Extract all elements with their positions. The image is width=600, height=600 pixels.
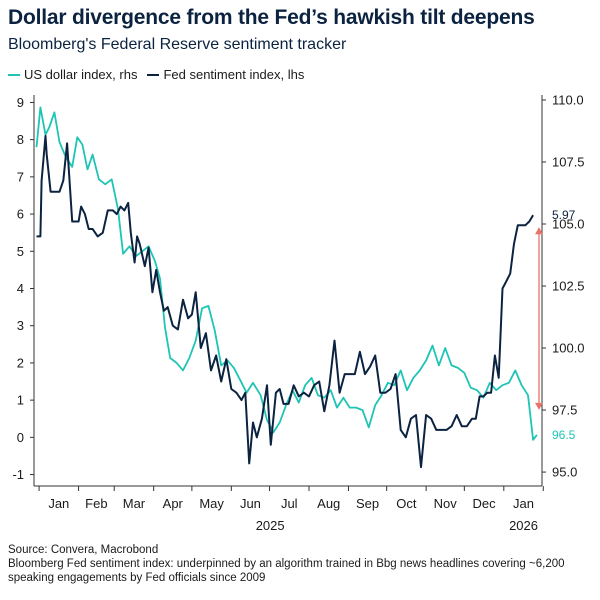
methodology-note: Bloomberg Fed sentiment index: underpinn… [8,558,565,584]
left-tick-label: 2 [17,355,24,370]
x-tick-label: Jan [48,496,69,511]
legend-item-fed: Fed sentiment index, lhs [147,67,304,82]
x-tick-label: Jan [513,496,534,511]
divergence-arrow-head-down [535,402,543,410]
divergence-arrow-head-up [535,227,543,235]
year-label: 2026 [509,518,538,533]
legend-label-dollar: US dollar index, rhs [24,67,138,82]
fed-end-label: 5.97 [552,208,576,222]
left-tick-label: -1 [12,467,24,482]
x-tick-label: Nov [434,496,458,511]
right-tick-label: 97.5 [552,403,577,418]
left-tick-label: 5 [17,244,24,259]
x-tick-label: Dec [473,496,497,511]
legend-swatch-dollar [8,73,20,76]
legend-item-dollar: US dollar index, rhs [8,67,137,82]
x-tick-label: Apr [163,496,184,511]
fed-sentiment-line [36,134,534,469]
left-tick-label: 3 [17,318,24,333]
left-tick-label: 4 [17,281,24,296]
x-tick-label: Jun [240,496,261,511]
right-tick-label: 102.5 [552,279,585,294]
x-tick-label: Oct [396,496,417,511]
right-tick-label: 105.0 [552,217,585,232]
right-tick-label: 107.5 [552,154,585,169]
x-tick-label: May [199,496,224,511]
line-chart: 9 8 7 6 5 4 3 2 1 0 -1 110.0 107.5 105.0 102.5 100.0 97.… [12,92,585,533]
left-tick-label: 6 [17,207,24,222]
left-tick-label: 9 [17,95,24,110]
x-tick-label: Sep [356,496,379,511]
right-tick-label: 110.0 [552,92,584,107]
left-tick-label: 7 [17,169,24,184]
legend-label-fed: Fed sentiment index, lhs [163,67,305,82]
x-tick-label: Aug [317,496,340,511]
dollar-end-label: 96.5 [552,428,576,442]
left-tick-label: 8 [17,132,24,147]
right-tick-label: 95.0 [552,465,577,480]
chart-subtitle: Bloomberg's Federal Reserve sentiment tr… [8,36,347,53]
chart-legend: US dollar index, rhs Fed sentiment index… [8,67,314,82]
left-tick-label: 1 [17,393,24,408]
source-note: Source: Convera, Macrobond [8,544,159,556]
x-tick-label: Mar [123,496,146,511]
x-tick-label: Jul [281,496,298,511]
dollar-index-line [35,106,538,441]
x-tick-label: Feb [85,496,107,511]
legend-swatch-fed [147,73,160,76]
chart-footer: Source: Convera, Macrobond Bloomberg Fed… [8,543,593,585]
left-tick-label: 0 [17,430,24,445]
chart-title: Dollar divergence from the Fed’s hawkish… [8,6,535,29]
year-label: 2025 [256,518,285,533]
right-tick-label: 100.0 [552,341,585,356]
